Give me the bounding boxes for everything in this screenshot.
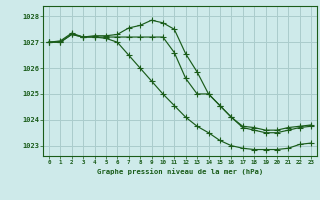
X-axis label: Graphe pression niveau de la mer (hPa): Graphe pression niveau de la mer (hPa) — [97, 168, 263, 175]
